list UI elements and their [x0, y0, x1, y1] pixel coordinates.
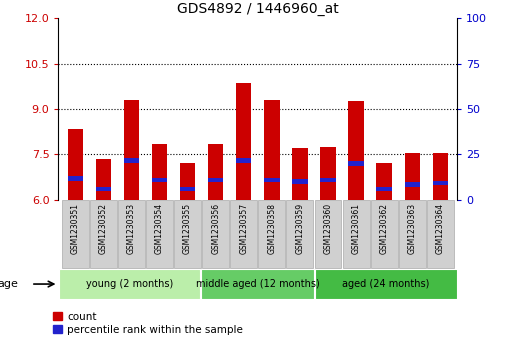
Text: aged (24 months): aged (24 months) — [342, 279, 430, 289]
Text: GSM1230351: GSM1230351 — [71, 203, 80, 254]
Text: young (2 months): young (2 months) — [86, 279, 173, 289]
Bar — [321, 147, 336, 200]
Bar — [96, 187, 111, 191]
Bar — [404, 153, 420, 200]
Bar — [315, 269, 457, 299]
Text: GSM1230353: GSM1230353 — [127, 203, 136, 254]
Bar — [68, 176, 83, 181]
Bar — [90, 200, 117, 268]
Text: GSM1230361: GSM1230361 — [352, 203, 361, 254]
Bar — [208, 178, 224, 182]
Bar — [180, 163, 195, 200]
Bar — [399, 200, 426, 268]
Bar — [59, 269, 200, 299]
Bar — [321, 178, 336, 182]
Bar — [68, 129, 83, 200]
Title: GDS4892 / 1446960_at: GDS4892 / 1446960_at — [177, 2, 339, 16]
Bar — [292, 148, 308, 200]
Bar — [62, 200, 89, 268]
Text: GSM1230356: GSM1230356 — [211, 203, 220, 254]
Text: GSM1230363: GSM1230363 — [408, 203, 417, 254]
Text: GSM1230352: GSM1230352 — [99, 203, 108, 254]
Bar — [348, 161, 364, 166]
Bar — [174, 200, 201, 268]
Bar — [433, 181, 448, 185]
Bar — [404, 182, 420, 187]
Bar — [124, 158, 139, 163]
Text: GSM1230358: GSM1230358 — [267, 203, 276, 254]
Text: GSM1230362: GSM1230362 — [379, 203, 389, 254]
Text: GSM1230355: GSM1230355 — [183, 203, 192, 254]
Text: GSM1230359: GSM1230359 — [296, 203, 304, 254]
Text: GSM1230357: GSM1230357 — [239, 203, 248, 254]
Bar — [96, 159, 111, 200]
Text: middle aged (12 months): middle aged (12 months) — [196, 279, 320, 289]
Bar — [292, 179, 308, 184]
Bar — [208, 144, 224, 200]
Bar — [236, 158, 251, 163]
Bar — [124, 100, 139, 200]
Bar — [259, 200, 285, 268]
Bar — [342, 200, 370, 268]
Bar — [202, 200, 229, 268]
Text: GSM1230360: GSM1230360 — [324, 203, 333, 254]
Bar — [180, 187, 195, 191]
Bar — [118, 200, 145, 268]
Bar — [433, 153, 448, 200]
Text: GSM1230364: GSM1230364 — [436, 203, 445, 254]
Bar — [376, 163, 392, 200]
Bar — [314, 200, 341, 268]
Text: GSM1230354: GSM1230354 — [155, 203, 164, 254]
Legend: count, percentile rank within the sample: count, percentile rank within the sample — [53, 312, 243, 335]
Bar — [152, 178, 167, 182]
Bar — [230, 200, 257, 268]
Text: age: age — [0, 279, 18, 289]
Bar — [201, 269, 314, 299]
Bar — [287, 200, 313, 268]
Bar — [264, 178, 279, 182]
Bar — [146, 200, 173, 268]
Bar — [264, 100, 279, 200]
Bar — [427, 200, 454, 268]
Bar — [371, 200, 398, 268]
Bar — [236, 83, 251, 200]
Bar — [376, 187, 392, 191]
Bar — [152, 144, 167, 200]
Bar — [348, 101, 364, 200]
